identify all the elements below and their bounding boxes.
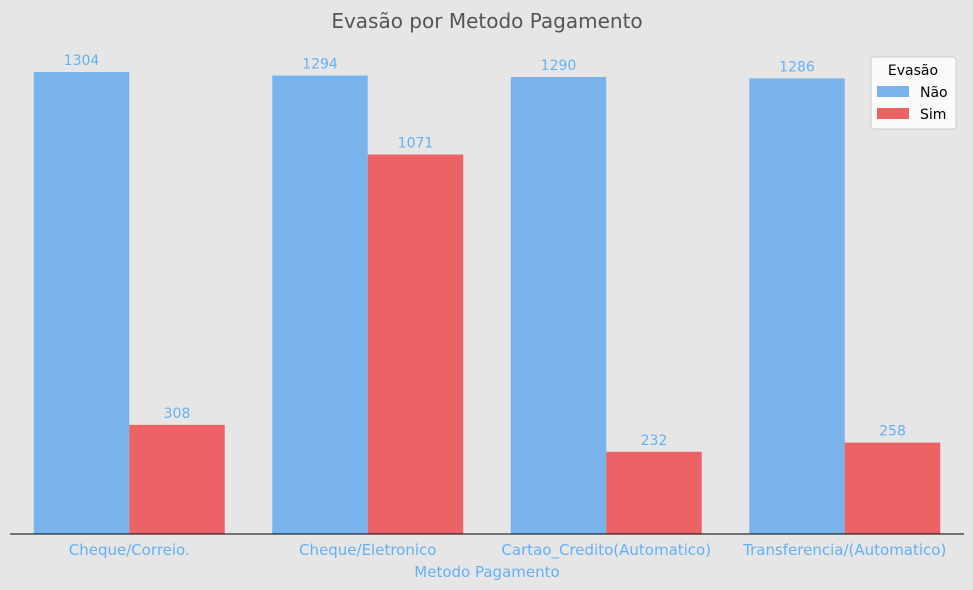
value-label-n-o-cheque-eletronico: 1294 — [302, 57, 338, 73]
x-tick-label-transferencia-automatico: Transferencia/(Automatico) — [742, 541, 946, 559]
value-label-sim-transferencia-automatico: 258 — [879, 424, 906, 440]
bar-n-o-cheque-eletronico — [272, 75, 368, 535]
legend-title: Evasão — [888, 63, 938, 79]
value-label-n-o-transferencia-automatico: 1286 — [779, 59, 815, 75]
x-tick-label-cheque-eletronico: Cheque/Eletronico — [299, 541, 436, 559]
value-label-sim-cheque-correio: 308 — [164, 406, 191, 422]
legend-swatch-n-o — [877, 86, 909, 97]
legend-label-n-o: Não — [920, 85, 948, 101]
bar-sim-cheque-eletronico — [367, 154, 464, 535]
value-labels-group: 1304 308 1294 1071 1290 232 1286 258 — [64, 53, 906, 449]
legend-label-sim: Sim — [920, 107, 946, 123]
bar-sim-transferencia-automatico — [844, 442, 941, 534]
value-label-n-o-cheque-correio: 1304 — [64, 53, 100, 69]
value-label-sim-cartao-credito-automatico: 232 — [641, 433, 668, 449]
legend-entries: Não Sim — [877, 85, 948, 123]
chart-title: Evasão por Metodo Pagamento — [331, 9, 642, 33]
bar-n-o-cartao-credito-automatico — [510, 76, 607, 535]
bars-group — [33, 72, 941, 535]
bar-n-o-cheque-correio — [33, 72, 130, 534]
x-axis-label: Metodo Pagamento — [414, 563, 559, 581]
x-tick-labels-group: Cheque/Correio. Cheque/Eletronico Cartao_C… — [69, 541, 947, 560]
bar-n-o-transferencia-automatico — [749, 78, 845, 534]
x-tick-label-cartao-credito-automatico: Cartao_Credito(Automatico) — [501, 541, 711, 560]
legend-swatch-sim — [877, 108, 909, 119]
legend: Evasão Não Sim — [870, 56, 957, 130]
bar-sim-cartao-credito-automatico — [606, 451, 702, 534]
value-label-n-o-cartao-credito-automatico: 1290 — [541, 58, 577, 74]
bar-sim-cheque-correio — [129, 424, 225, 534]
value-label-sim-cheque-eletronico: 1071 — [398, 136, 434, 152]
x-tick-label-cheque-correio: Cheque/Correio. — [69, 541, 190, 559]
